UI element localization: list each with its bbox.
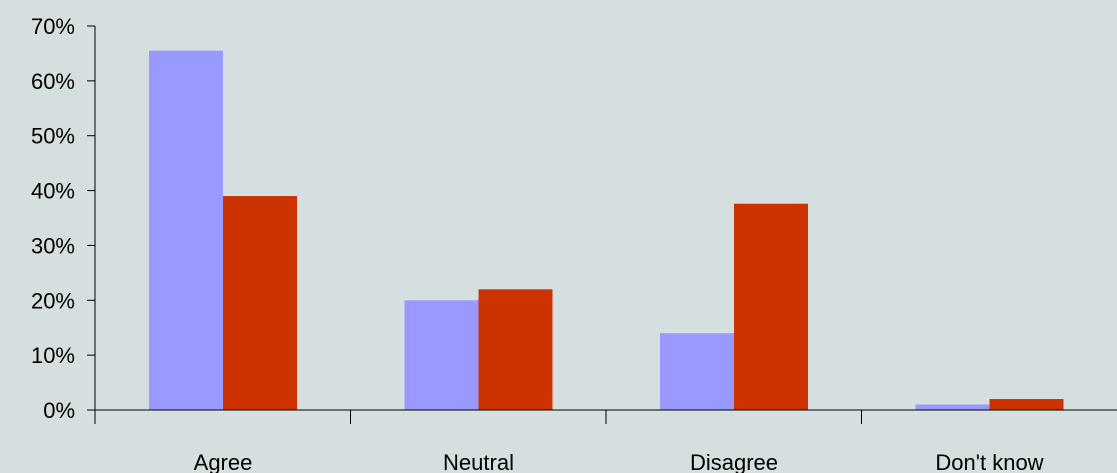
y-tick-label: 60% — [31, 69, 75, 94]
x-axis-ticks — [94, 410, 862, 424]
y-axis-ticks — [87, 25, 95, 411]
y-tick-label: 20% — [31, 288, 75, 313]
bar-disagree-series-1 — [660, 333, 734, 410]
y-tick-label: 30% — [31, 233, 75, 258]
bar-neutral-series-2 — [478, 289, 553, 410]
y-tick-label: 0% — [43, 398, 75, 423]
bar-don-t-know-series-2 — [989, 399, 1064, 410]
y-tick-label: 40% — [31, 179, 75, 204]
y-axis-tick-labels: 0% 10% 20% 30% 40% 50% 60% 70% — [31, 14, 75, 423]
bar-agree-series-1 — [149, 50, 223, 410]
bar-don-t-know-series-1 — [915, 404, 990, 410]
bars — [149, 50, 1064, 410]
x-category-label: Disagree — [690, 450, 778, 473]
y-tick-label: 50% — [31, 124, 75, 149]
y-tick-label: 70% — [31, 14, 75, 39]
x-axis-category-labels: Agree Neutral Disagree Don't know — [194, 450, 1044, 473]
y-tick-label: 10% — [31, 343, 75, 368]
x-category-label: Don't know — [935, 450, 1043, 473]
x-category-label: Agree — [194, 450, 253, 473]
bar-disagree-series-2 — [734, 203, 808, 410]
bar-neutral-series-1 — [404, 300, 479, 410]
x-category-label: Neutral — [443, 450, 514, 473]
bar-agree-series-2 — [223, 196, 297, 410]
